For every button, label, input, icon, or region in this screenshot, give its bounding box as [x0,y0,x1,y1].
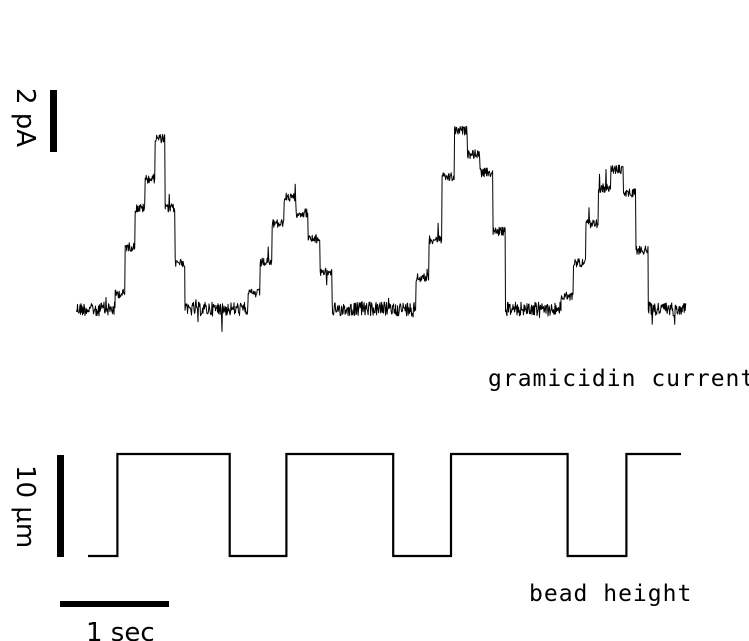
gramicidin-current-label: gramicidin current [488,366,749,392]
bead-height-trace [88,452,681,558]
current-scale-label: 2 pA [10,88,40,147]
gramicidin-current-plot [75,125,687,332]
height-scale-bar [57,455,64,557]
time-scale-bar [60,601,169,607]
gramicidin-current-trace [75,125,687,332]
time-scale-label: 1 sec [86,618,155,641]
bead-height-label: bead height [529,581,692,607]
height-scale-label: 10 µm [10,465,40,548]
current-scale-bar [50,90,57,152]
bead-height-plot [88,452,681,558]
